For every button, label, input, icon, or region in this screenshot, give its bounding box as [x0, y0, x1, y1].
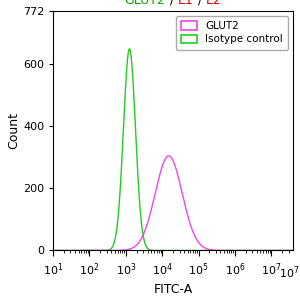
Text: /: / — [194, 0, 206, 7]
Legend: GLUT2, Isotype control: GLUT2, Isotype control — [176, 16, 288, 50]
Text: $10^{7.6}$: $10^{7.6}$ — [279, 265, 300, 281]
Text: /: / — [166, 0, 178, 7]
Text: GLUT2: GLUT2 — [125, 0, 166, 7]
Text: E2: E2 — [206, 0, 221, 7]
X-axis label: FITC-A: FITC-A — [154, 283, 193, 296]
Y-axis label: Count: Count — [7, 112, 20, 149]
Text: E1: E1 — [178, 0, 194, 7]
